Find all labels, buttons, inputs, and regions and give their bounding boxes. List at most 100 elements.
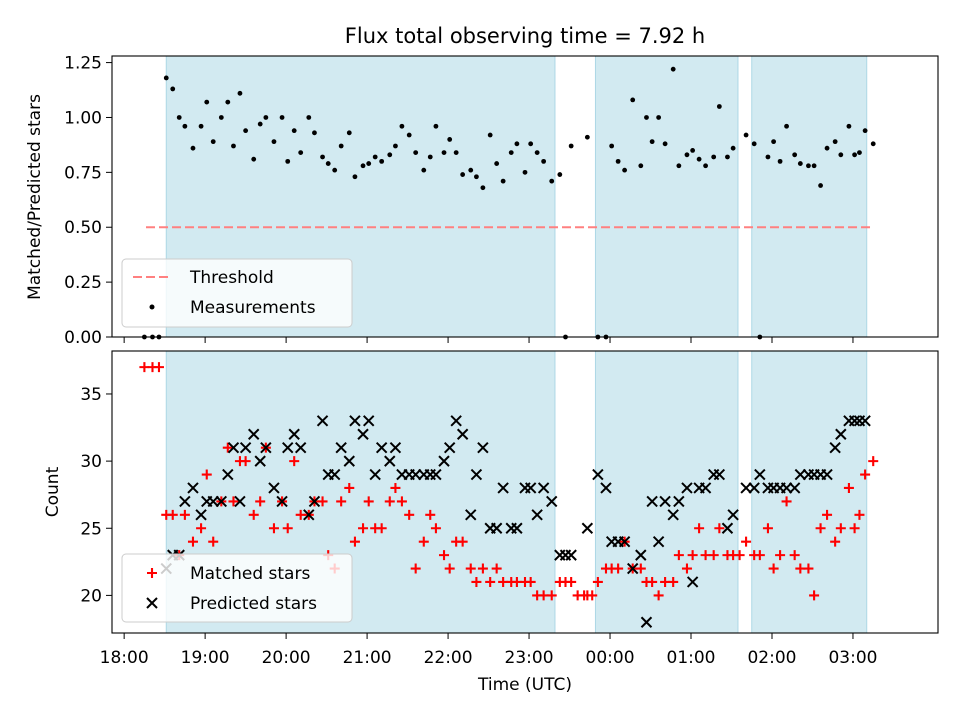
measurement-point (263, 115, 269, 120)
measurement-point (684, 152, 690, 158)
matched-star-point (208, 536, 219, 547)
matched-star-point (546, 590, 557, 601)
measurement-point (649, 139, 655, 145)
matched-star-point (248, 509, 259, 520)
matched-star-point (485, 576, 496, 587)
matched-star-point (167, 509, 178, 520)
predicted-star-point (531, 509, 543, 521)
measurement-point (190, 145, 196, 151)
measurement-point (725, 154, 730, 160)
measurement-point (870, 141, 876, 147)
matched-star-point (694, 523, 705, 534)
ratio-legend-box (121, 258, 353, 328)
matched-star-point (714, 523, 725, 534)
predicted-star-point (282, 441, 294, 454)
counts-y-ticks: 20 25 30 35 (80, 385, 112, 606)
measurement-point (765, 154, 771, 160)
matched-star-point (444, 563, 455, 574)
measurement-point (514, 141, 520, 147)
predicted-star-point (748, 482, 760, 494)
counts-panel: 20 25 30 35 18:00 19:00 20:00 21:00 22:00 23:00 0… (43, 350, 939, 695)
measurement-point (644, 115, 649, 120)
measurement-point (638, 163, 644, 169)
matched-star-point (282, 523, 293, 534)
matched-star-point (809, 590, 820, 601)
measurement-point (487, 132, 493, 138)
y-tick-label: 0.75 (64, 163, 102, 183)
matched-star-point (410, 563, 421, 574)
predicted-star-point (829, 441, 841, 454)
y-tick-label: 30 (80, 452, 102, 472)
matched-star-point (741, 536, 752, 547)
measurement-point (716, 104, 722, 109)
measurement-point (312, 130, 317, 136)
observing-window-3 (751, 55, 868, 338)
measurement-point (387, 152, 393, 158)
measurement-point (846, 123, 852, 129)
predicted-star-point (640, 616, 653, 628)
measurement-point (251, 156, 257, 162)
predicted-star-point (859, 415, 871, 427)
measurement-point (824, 145, 830, 151)
predicted-star-point (565, 549, 577, 561)
matched-star-point (815, 523, 826, 534)
matched-star-point (390, 482, 401, 493)
predicted-star-point (686, 576, 699, 588)
measurement-point (306, 115, 312, 120)
measurement-point (771, 139, 777, 145)
matched-star-point (384, 496, 395, 507)
y-tick-label: 1.25 (64, 54, 102, 74)
measurement-point (453, 150, 459, 155)
measurement-point (480, 185, 486, 191)
measurement-point (743, 132, 749, 138)
measurement-point (346, 130, 352, 136)
predicted-star-point (727, 509, 739, 521)
matched-star-point (465, 563, 476, 574)
measurement-point (857, 150, 862, 155)
matched-star-point (317, 496, 328, 507)
measurement-point (399, 123, 405, 129)
matched-star-point (268, 523, 279, 534)
measurement-point (176, 115, 182, 120)
matched-star-point (396, 496, 407, 507)
y-tick-label: 0.25 (64, 273, 102, 293)
matched-star-point (376, 523, 387, 534)
measurement-point (279, 115, 285, 120)
predicted-star-point (470, 468, 483, 481)
matched-star-point (592, 576, 603, 587)
counts-legend: Matched stars Predicted stars (121, 553, 353, 623)
predicted-star-point (195, 509, 207, 521)
predicted-star-point (288, 428, 300, 440)
measurement-point (170, 86, 176, 92)
measurement-point (231, 143, 236, 149)
measurement-point (557, 172, 563, 177)
measurement-point (676, 163, 682, 169)
legend-matched-swatch (147, 568, 157, 578)
predicted-star-point (268, 482, 280, 494)
measurement-point (862, 128, 868, 134)
x-tick-label: 18:00 (100, 648, 149, 668)
measurement-point (237, 90, 243, 96)
predicted-star-point (430, 468, 442, 481)
counts-y-axis-label: Count (43, 466, 63, 517)
legend-measurements-label: Measurements (190, 298, 316, 318)
measurement-point (622, 167, 628, 173)
measurement-point (198, 123, 204, 129)
measurement-point (806, 163, 811, 169)
predicted-star-point (592, 468, 604, 481)
predicted-star-point (524, 482, 537, 494)
predicted-star-point (335, 441, 347, 454)
predicted-star-point (788, 482, 801, 494)
measurement-point (372, 154, 378, 160)
predicted-star-point (384, 455, 396, 467)
matched-star-point (477, 563, 488, 574)
measurement-point (406, 132, 412, 138)
measurement-point (421, 167, 427, 173)
predicted-star-point (456, 428, 469, 440)
measurement-point (568, 143, 574, 149)
measurement-point (541, 158, 547, 164)
predicted-star-point (409, 468, 422, 481)
matched-star-point (734, 550, 745, 561)
predicted-star-point (780, 482, 793, 494)
